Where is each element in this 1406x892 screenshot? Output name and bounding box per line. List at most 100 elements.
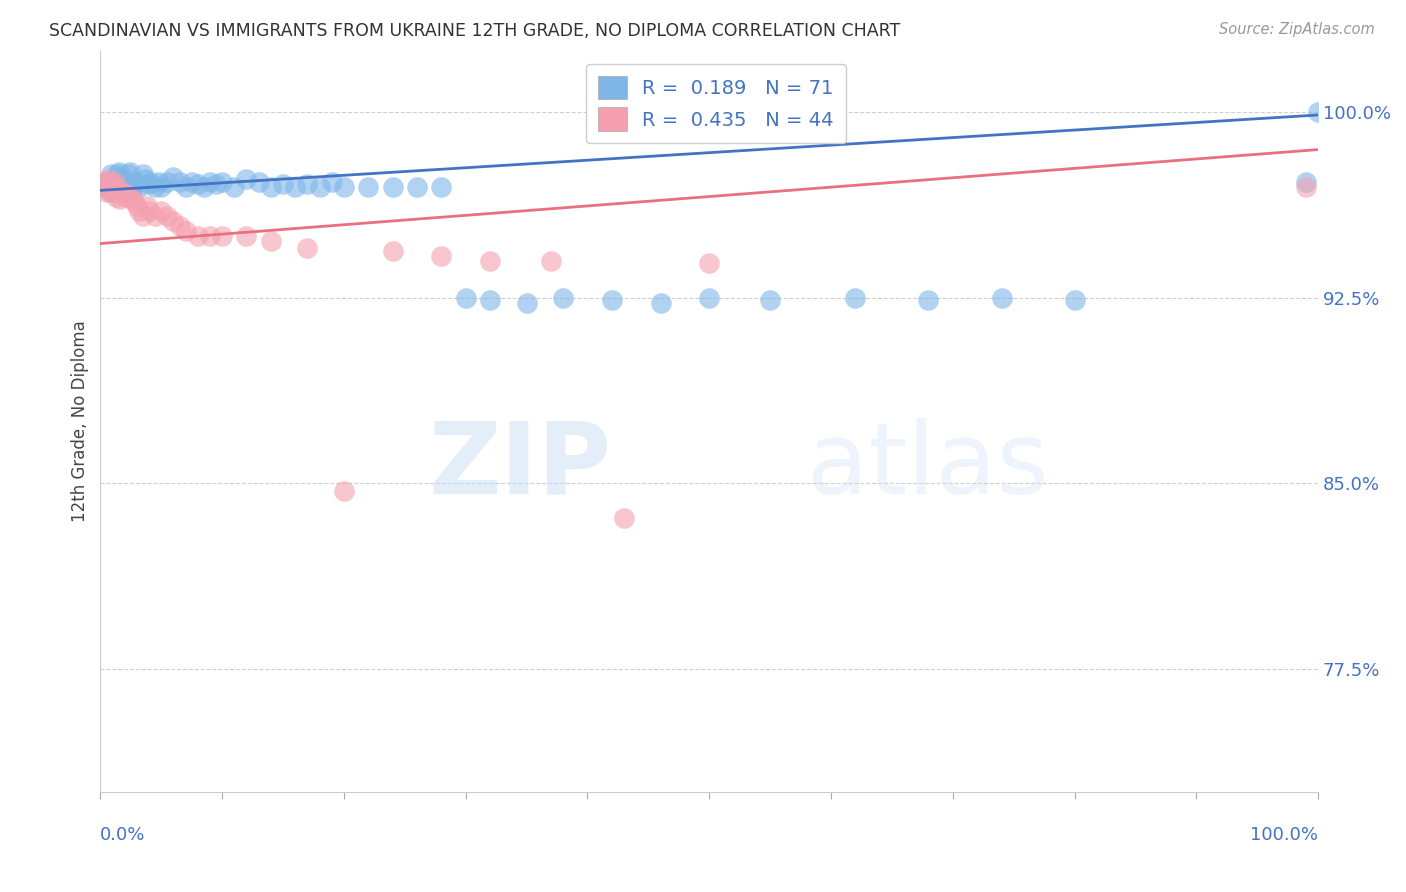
Point: [105, 189, 128, 203]
Point: [135, 199, 157, 213]
Point: [111, 177, 134, 191]
Point: [112, 172, 135, 186]
Point: [105, 167, 128, 181]
Point: [917, 293, 939, 308]
Point: [650, 296, 672, 310]
Point: [224, 179, 246, 194]
Point: [96, 175, 118, 189]
Point: [430, 179, 453, 194]
Point: [132, 210, 155, 224]
Point: [125, 175, 148, 189]
Text: 100.0%: 100.0%: [1250, 826, 1319, 844]
Point: [150, 204, 173, 219]
Point: [169, 175, 191, 189]
Point: [128, 179, 150, 194]
Point: [101, 185, 124, 199]
Point: [381, 244, 404, 258]
Text: atlas: atlas: [807, 417, 1049, 515]
Point: [114, 182, 136, 196]
Point: [162, 214, 184, 228]
Point: [990, 291, 1012, 305]
Point: [121, 175, 143, 189]
Point: [120, 192, 142, 206]
Point: [148, 175, 170, 189]
Point: [101, 182, 124, 196]
Point: [97, 179, 120, 194]
Point: [174, 224, 197, 238]
Point: [108, 192, 131, 206]
Point: [1308, 105, 1330, 120]
Point: [198, 229, 221, 244]
Point: [613, 511, 636, 525]
Point: [110, 179, 132, 194]
Point: [759, 293, 782, 308]
Point: [143, 210, 166, 224]
Point: [381, 179, 404, 194]
Point: [101, 177, 124, 191]
Point: [115, 179, 138, 194]
Point: [100, 182, 122, 196]
Point: [94, 175, 117, 189]
Point: [117, 167, 139, 181]
Point: [134, 172, 156, 186]
Point: [235, 172, 257, 186]
Legend: R =  0.189   N = 71, R =  0.435   N = 44: R = 0.189 N = 71, R = 0.435 N = 44: [586, 64, 845, 143]
Point: [247, 175, 270, 189]
Point: [211, 229, 233, 244]
Point: [297, 242, 319, 256]
Point: [479, 253, 502, 268]
Point: [697, 291, 720, 305]
Point: [308, 179, 330, 194]
Point: [516, 296, 538, 310]
Point: [105, 179, 128, 194]
Point: [1063, 293, 1085, 308]
Point: [260, 179, 283, 194]
Point: [205, 177, 228, 191]
Point: [115, 187, 138, 202]
Point: [187, 177, 209, 191]
Point: [143, 179, 166, 194]
Point: [100, 167, 122, 181]
Point: [162, 169, 184, 184]
Point: [1295, 179, 1317, 194]
Point: [107, 165, 129, 179]
Point: [138, 177, 160, 191]
Point: [1295, 175, 1317, 189]
Point: [128, 204, 150, 219]
Point: [124, 179, 146, 194]
Point: [138, 204, 160, 219]
Point: [108, 169, 131, 184]
Point: [93, 179, 115, 194]
Point: [104, 175, 127, 189]
Text: SCANDINAVIAN VS IMMIGRANTS FROM UKRAINE 12TH GRADE, NO DIPLOMA CORRELATION CHART: SCANDINAVIAN VS IMMIGRANTS FROM UKRAINE …: [49, 22, 900, 40]
Point: [454, 291, 477, 305]
Point: [156, 210, 179, 224]
Point: [271, 177, 294, 191]
Point: [174, 179, 197, 194]
Point: [122, 177, 145, 191]
Point: [98, 185, 121, 199]
Point: [553, 291, 575, 305]
Point: [97, 172, 120, 186]
Point: [97, 179, 120, 194]
Y-axis label: 12th Grade, No Diploma: 12th Grade, No Diploma: [72, 320, 89, 523]
Point: [103, 179, 125, 194]
Point: [297, 177, 319, 191]
Point: [114, 189, 136, 203]
Point: [357, 179, 380, 194]
Point: [169, 219, 191, 234]
Point: [844, 291, 866, 305]
Point: [211, 175, 233, 189]
Point: [132, 167, 155, 181]
Point: [697, 256, 720, 270]
Point: [540, 253, 562, 268]
Point: [187, 229, 209, 244]
Point: [284, 179, 307, 194]
Point: [120, 185, 142, 199]
Point: [235, 229, 257, 244]
Point: [479, 293, 502, 308]
Point: [321, 175, 343, 189]
Text: 0.0%: 0.0%: [100, 826, 146, 844]
Point: [150, 179, 173, 194]
Point: [260, 234, 283, 248]
